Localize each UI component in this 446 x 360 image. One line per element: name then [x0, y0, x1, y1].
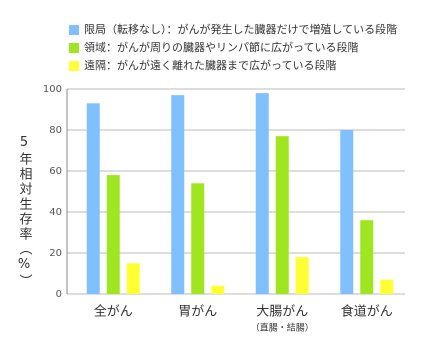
legend-swatch: [69, 61, 79, 71]
x-tick-label: 全がん: [94, 304, 133, 320]
bar: [275, 136, 289, 294]
x-tick-label: 胃がん: [178, 305, 217, 320]
legend-swatch: [69, 25, 79, 35]
x-tick-label: 食道がん: [341, 304, 393, 320]
y-tick-label: 0: [56, 289, 62, 300]
legend-label: 領域：がんが周りの臓器やリンパ節に広がっている段階: [84, 40, 358, 54]
x-tick-sublabel: （直腸・結腸）: [251, 322, 314, 334]
legend-label: 限局（転移なし）：がんが発生した臓器だけで増殖している段階: [84, 22, 397, 36]
bar: [126, 263, 140, 294]
x-tick-label: 大腸がん: [256, 305, 308, 320]
bar: [86, 103, 100, 294]
bar: [295, 257, 309, 294]
y-tick-label: 80: [49, 125, 62, 136]
bar: [211, 285, 225, 294]
y-tick-label: 60: [49, 166, 62, 177]
y-tick-label: 100: [43, 84, 62, 95]
bar: [171, 95, 185, 295]
bar: [191, 183, 205, 294]
bar: [360, 220, 374, 294]
y-tick-label: 40: [49, 207, 62, 218]
y-axis-label: 5年相対生存率（%）: [17, 135, 33, 289]
legend-label: 遠隔：がんが遠く離れた臓器まで広がっている段階: [84, 58, 336, 72]
bar: [380, 279, 394, 294]
bar: [340, 130, 354, 294]
bar: [255, 93, 269, 294]
bar: [106, 175, 120, 294]
legend-swatch: [69, 43, 79, 53]
y-tick-label: 20: [49, 248, 62, 259]
